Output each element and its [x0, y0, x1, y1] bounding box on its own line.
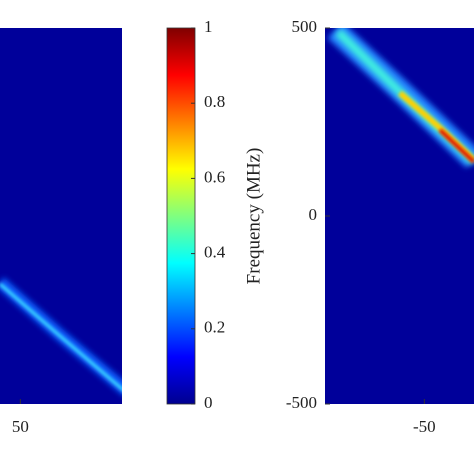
colorbar: [166, 27, 196, 405]
x-tick-label: 50: [12, 417, 29, 436]
x-tick-label: -50: [413, 417, 436, 436]
y-tick-label: 1: [204, 17, 213, 36]
y-tick-label: 0.8: [204, 92, 225, 111]
y-tick-label: 500: [292, 17, 318, 36]
colorbar-label: Frequency (MHz): [243, 148, 264, 285]
heatmap-left: [0, 28, 122, 404]
y-tick-label: -500: [286, 393, 317, 412]
y-tick-label: 0: [309, 205, 318, 224]
heatmap-right: [325, 28, 474, 404]
y-tick-label: 0.2: [204, 318, 225, 337]
y-tick-label: 0: [204, 393, 213, 412]
y-tick-label: 0.4: [204, 243, 226, 262]
y-tick-label: 0.6: [204, 167, 225, 186]
